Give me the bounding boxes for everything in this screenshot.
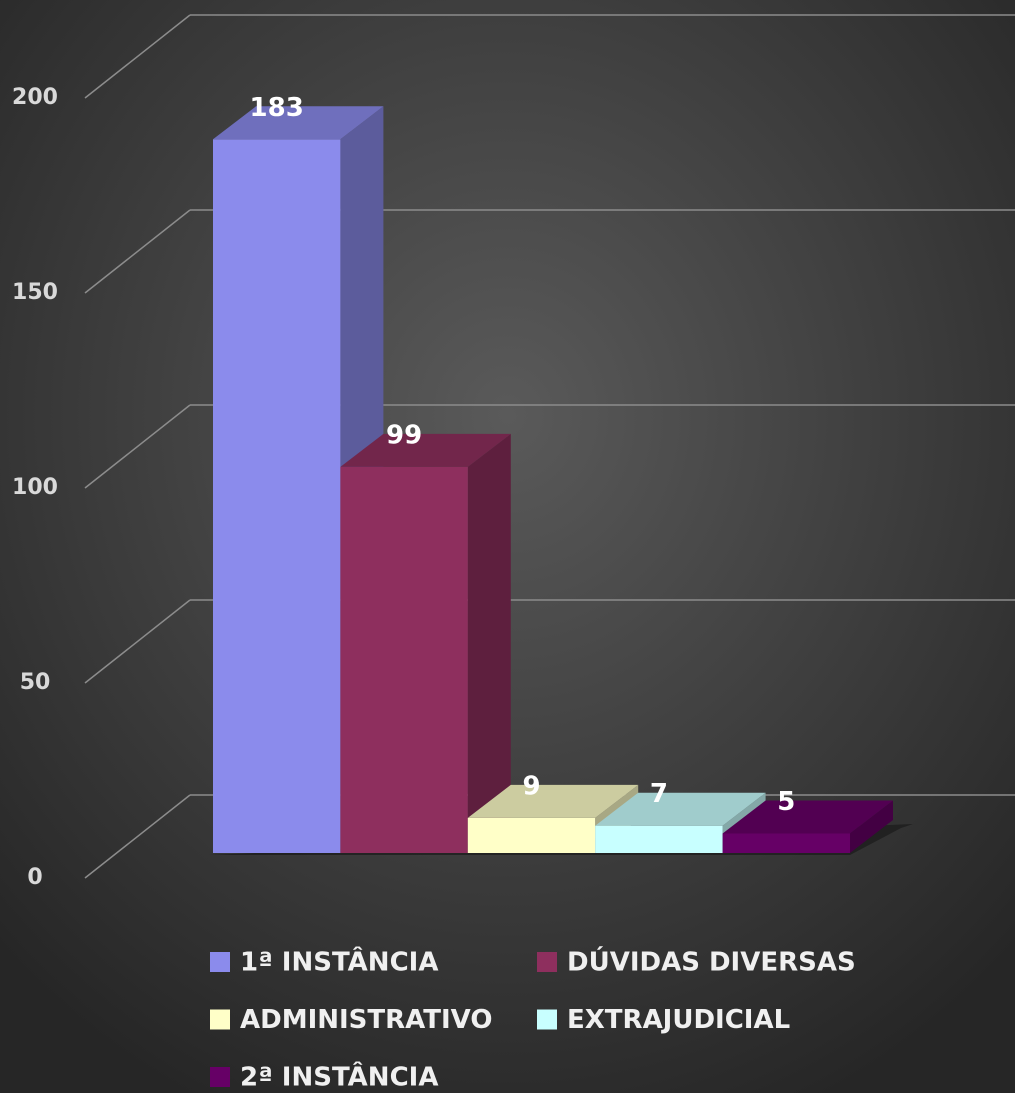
legend-label: DÚVIDAS DIVERSAS	[567, 946, 856, 978]
value-label: 183	[250, 93, 304, 123]
value-label: 7	[650, 779, 668, 809]
y-tick-label: 100	[12, 475, 58, 500]
legend-label: 2ª INSTÂNCIA	[240, 1061, 438, 1093]
bar-top	[467, 784, 639, 818]
value-label: 99	[386, 420, 422, 450]
value-label: 5	[777, 787, 795, 817]
y-tick-label: 150	[12, 280, 58, 305]
legend-label: ADMINISTRATIVO	[240, 1005, 492, 1035]
grid-line	[84, 209, 191, 294]
bar-front	[722, 833, 850, 853]
legend-swatch	[210, 1067, 230, 1087]
y-tick-label: 0	[27, 865, 42, 890]
y-tick-label: 200	[12, 85, 58, 110]
bar-front	[595, 825, 723, 853]
legend-label: 1ª INSTÂNCIA	[240, 946, 438, 978]
bar-front	[340, 466, 468, 853]
value-label: 9	[522, 771, 540, 801]
grid-line	[84, 404, 191, 489]
grid-line	[84, 794, 191, 879]
bar-side	[850, 800, 893, 853]
legend-swatch	[537, 952, 557, 972]
grid-line	[84, 14, 191, 99]
legend-swatch	[537, 1009, 557, 1030]
bar-front	[467, 817, 596, 853]
grid-line	[84, 599, 191, 684]
legend-swatch	[210, 1009, 230, 1030]
bar-top	[595, 792, 766, 826]
legend-label: EXTRAJUDICIAL	[567, 1005, 790, 1035]
bar-front	[213, 139, 341, 854]
bar-top	[213, 106, 384, 140]
bar-top	[340, 433, 511, 467]
bar-side	[467, 433, 511, 853]
y-tick-label: 50	[20, 670, 51, 695]
legend-swatch	[210, 952, 230, 972]
bar-top	[722, 800, 893, 834]
